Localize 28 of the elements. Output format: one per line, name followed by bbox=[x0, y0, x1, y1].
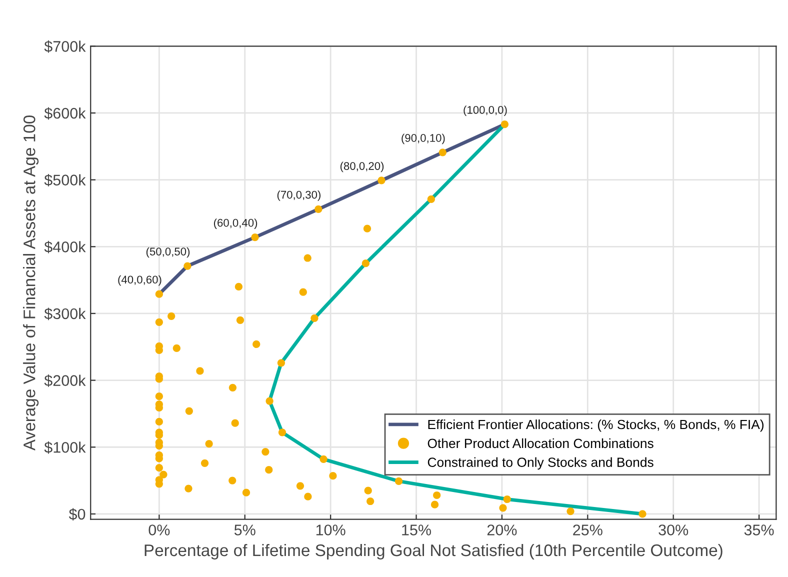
y-tick-label: $500k bbox=[44, 174, 86, 186]
annotation: (90,0,10) bbox=[402, 134, 445, 144]
x-tick-label: 35% bbox=[744, 524, 774, 536]
legend-label: Constrained to Only Stocks and Bonds bbox=[428, 457, 654, 470]
x-tick-label: 0% bbox=[148, 524, 170, 536]
x-tick-label: 20% bbox=[487, 524, 517, 536]
y-tick-label: $200k bbox=[44, 374, 86, 387]
x-tick-label: 30% bbox=[658, 524, 688, 536]
legend-label: Other Product Allocation Combinations bbox=[428, 438, 654, 448]
x-tick-label: 5% bbox=[234, 524, 256, 536]
annotation: (60,0,40) bbox=[214, 218, 258, 229]
x-tick-label: 10% bbox=[316, 524, 346, 536]
annotation: (70,0,30) bbox=[277, 190, 320, 201]
annotation: (80,0,20) bbox=[340, 162, 384, 172]
annotation: (40,0,60) bbox=[118, 275, 162, 286]
y-tick-label: $700k bbox=[44, 40, 86, 53]
y-axis-title: Average Value of Financial Assets at Age 100 bbox=[23, 116, 39, 451]
y-tick-label: $400k bbox=[44, 240, 86, 254]
y-tick-label: $300k bbox=[44, 308, 86, 320]
legend-label: Efficient Frontier Allocations: (% Stocks, % Bonds, % FIA) bbox=[428, 419, 764, 432]
y-tick-label: $600k bbox=[44, 107, 86, 120]
y-tick-label: $0 bbox=[68, 508, 86, 521]
y-tick-label: $100k bbox=[44, 441, 86, 454]
annotation: (100,0,0) bbox=[464, 106, 507, 116]
x-tick-label: 15% bbox=[402, 524, 432, 536]
x-axis-title: Percentage of Lifetime Spending Goal Not Satisfied (10th Percentile Outcome) bbox=[144, 544, 722, 560]
x-tick-label: 25% bbox=[573, 524, 602, 536]
annotation: (50,0,50) bbox=[146, 247, 190, 258]
